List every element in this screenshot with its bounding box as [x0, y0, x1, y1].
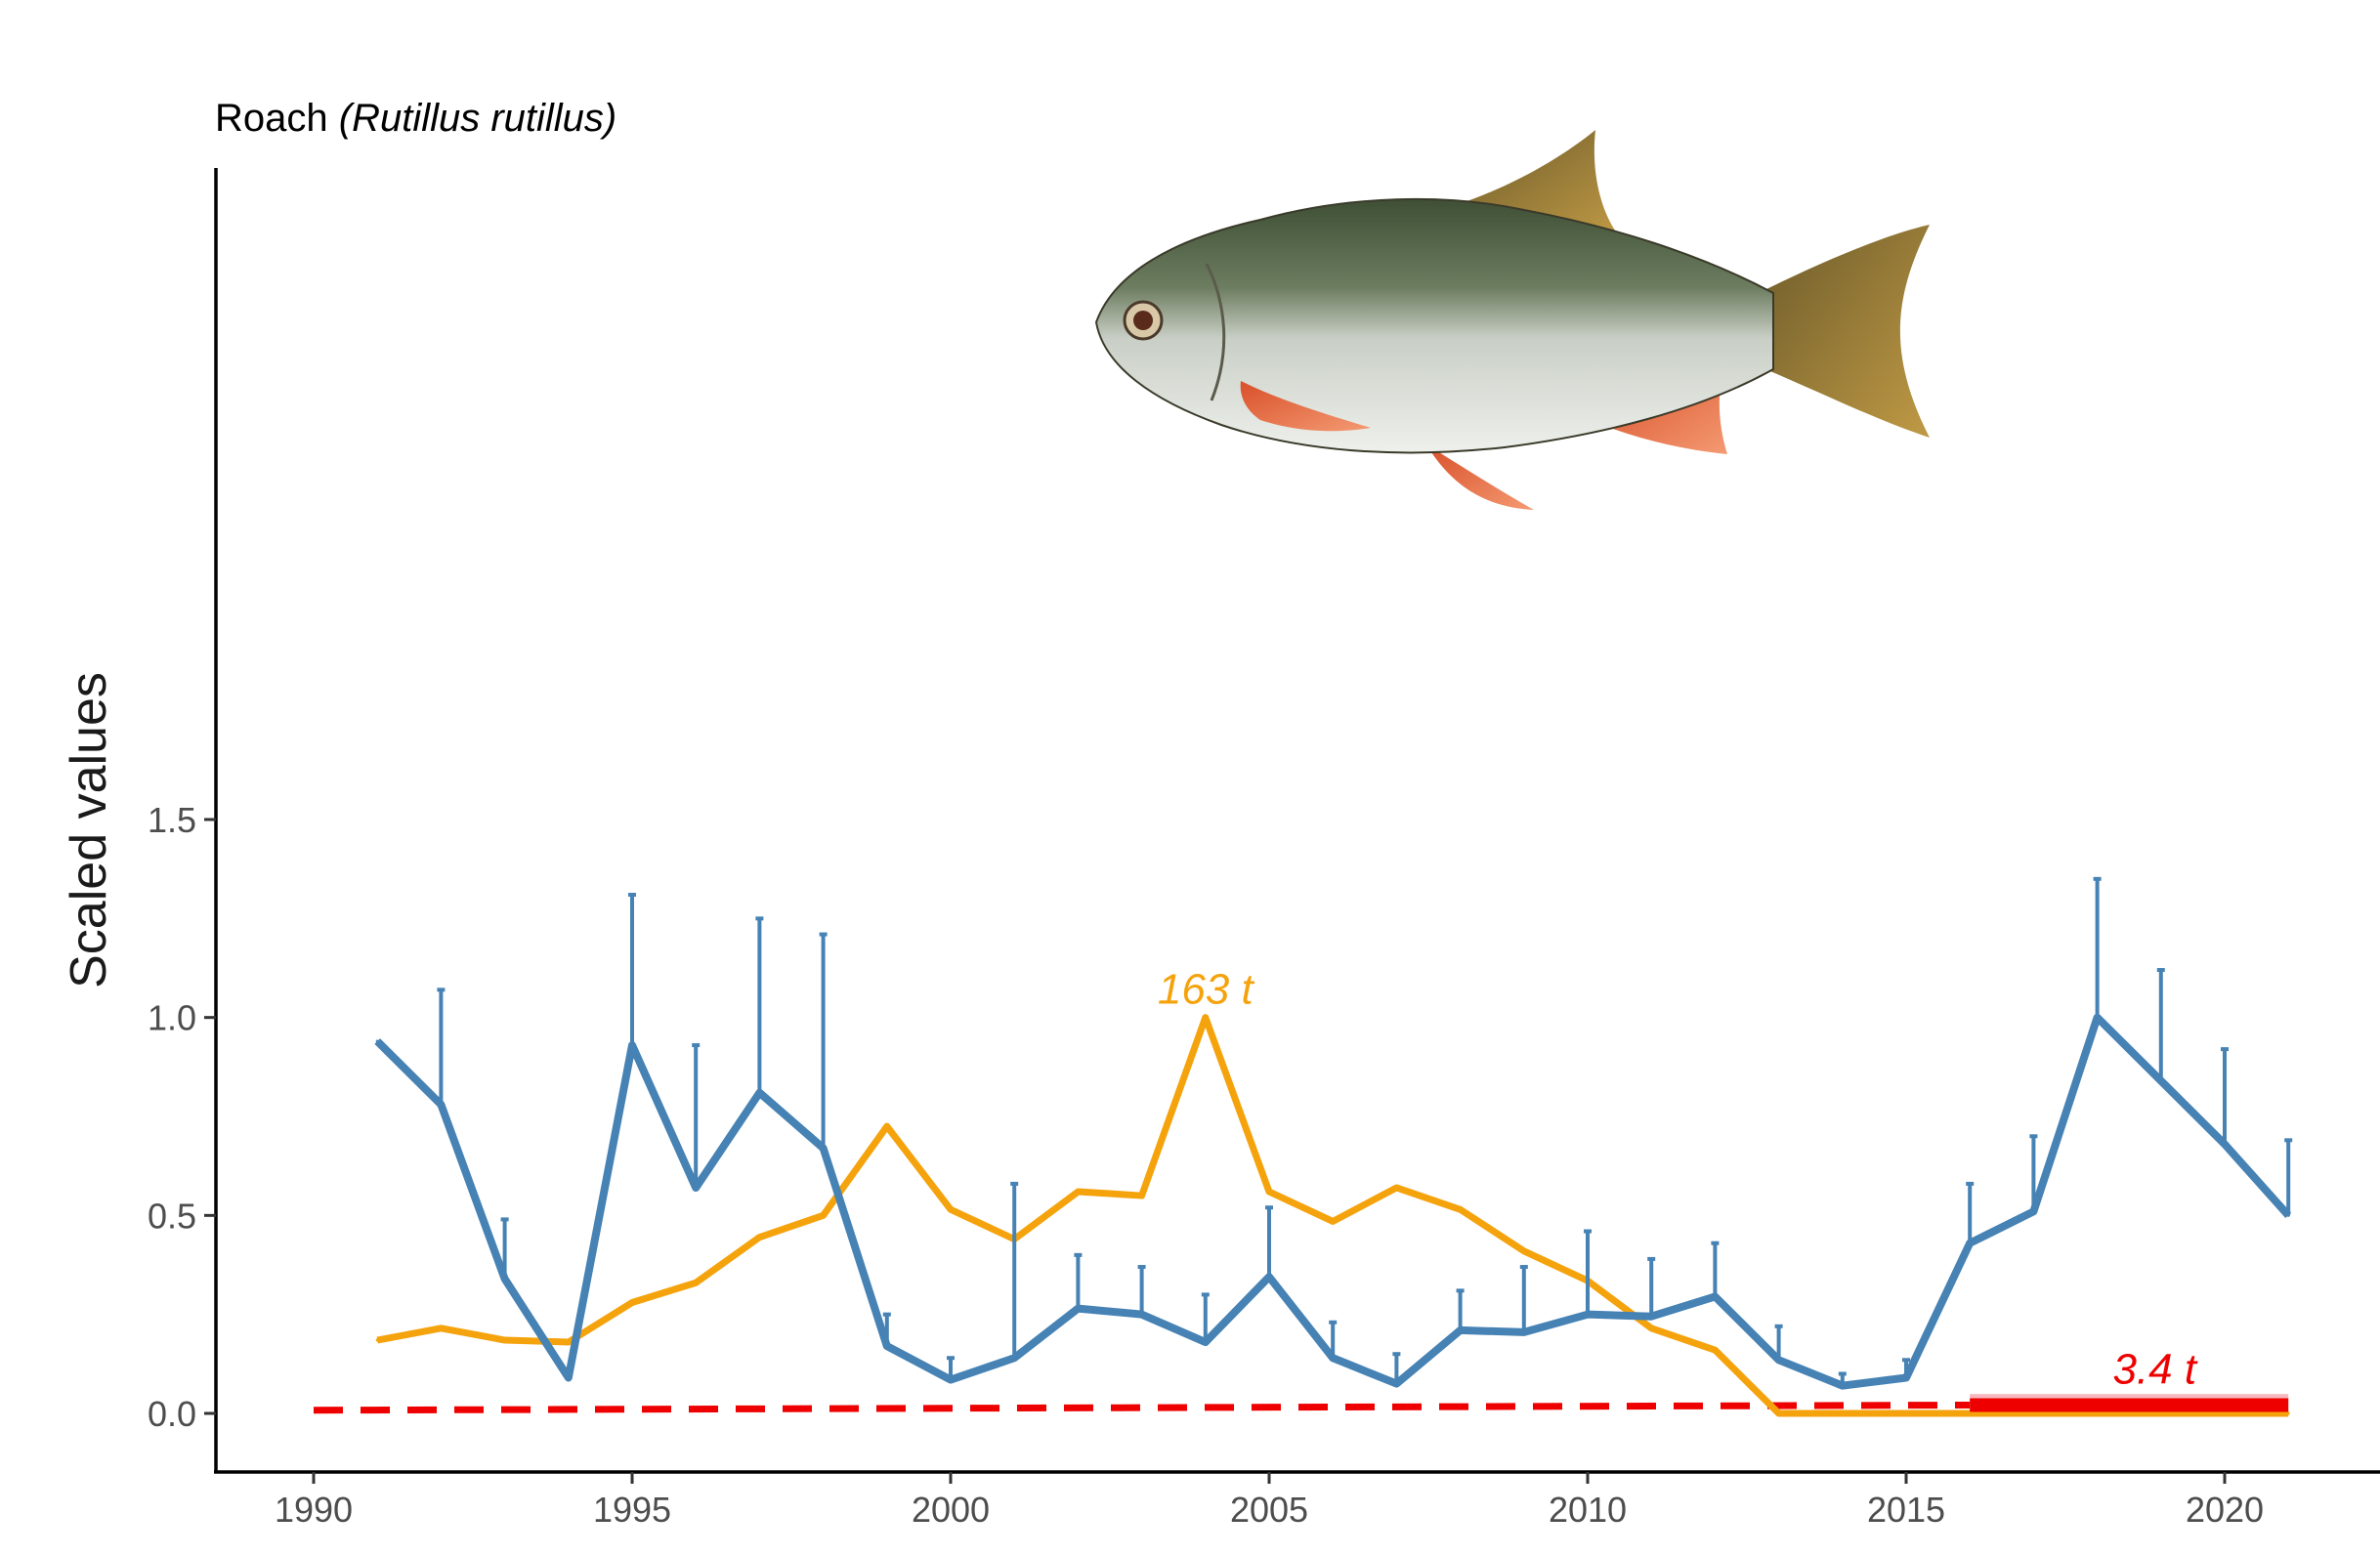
survey-point	[2159, 1079, 2163, 1083]
landings-point	[2031, 1411, 2035, 1415]
landings-point	[375, 1338, 379, 1342]
survey-point	[1777, 1358, 1781, 1362]
survey-point	[567, 1376, 571, 1380]
fish-body	[1094, 197, 1774, 454]
landings-point	[822, 1213, 826, 1217]
x-tick-label: 2010	[1549, 1490, 1627, 1530]
survey-point	[2286, 1213, 2290, 1217]
survey-point	[1904, 1376, 1908, 1380]
survey-point	[757, 1091, 761, 1095]
landings-point	[757, 1236, 761, 1240]
x-tick-label: 2000	[912, 1490, 990, 1530]
landings-point	[1841, 1411, 1845, 1415]
landings-point	[1777, 1411, 1781, 1415]
survey-point	[1459, 1328, 1463, 1332]
fish-pectoral-fin	[1240, 381, 1371, 432]
landings-point	[1076, 1190, 1080, 1194]
survey-point	[1394, 1382, 1398, 1386]
landings-point	[1267, 1190, 1271, 1194]
survey-point	[2223, 1142, 2227, 1146]
landings-point	[1522, 1249, 1526, 1253]
survey-point	[949, 1378, 953, 1382]
y-axis-title: Scaled values	[61, 672, 117, 988]
landings-point	[1394, 1186, 1398, 1190]
landings-point	[694, 1281, 698, 1284]
survey-point	[1841, 1384, 1845, 1388]
survey-point	[503, 1277, 507, 1281]
survey-point	[1204, 1340, 1208, 1344]
survey-point	[439, 1103, 443, 1107]
annotation-label: 3.4 t	[2112, 1346, 2197, 1394]
survey-point	[375, 1039, 379, 1043]
landings-point	[1968, 1411, 1972, 1415]
survey-point	[1713, 1294, 1717, 1298]
fish-pupil	[1133, 311, 1153, 330]
x-tick-label: 1995	[593, 1490, 671, 1530]
y-tick-label: 1.0	[148, 998, 196, 1038]
chart-title: Roach (Rutillus rutillus)	[215, 97, 616, 140]
survey-point	[2096, 1016, 2100, 1020]
reference-dashed-line	[313, 1401, 1971, 1414]
roach-fish-illustration	[1094, 130, 1930, 510]
survey-point	[885, 1344, 889, 1348]
landings-point	[503, 1338, 507, 1342]
landings-point	[2096, 1411, 2100, 1415]
survey-point	[1076, 1307, 1080, 1311]
x-tick-label: 2005	[1230, 1490, 1308, 1530]
fish-pelvic-fin	[1426, 444, 1534, 510]
landings-point	[1904, 1411, 1908, 1415]
landings-point	[949, 1207, 953, 1211]
landings-point	[567, 1340, 571, 1344]
fish-gill-line	[1205, 263, 1226, 401]
landings-point	[2286, 1411, 2290, 1415]
survey-point	[2031, 1209, 2035, 1213]
landings-point	[2159, 1411, 2163, 1415]
y-tick-label: 1.5	[148, 800, 196, 840]
survey-point	[822, 1146, 826, 1150]
survey-point	[694, 1186, 698, 1190]
landings-point	[1459, 1207, 1463, 1211]
landings-point	[1713, 1348, 1717, 1352]
survey-point	[630, 1043, 634, 1047]
landings-point	[1140, 1194, 1144, 1198]
survey-point	[1649, 1315, 1653, 1319]
survey-point	[1331, 1356, 1335, 1360]
survey-point	[1968, 1241, 1972, 1245]
axis-ticks: 1990 1995 2000 2005 2010 2015 2020 0.0 0.5 1.0 1.5	[148, 800, 2264, 1530]
survey-point	[1267, 1275, 1271, 1279]
x-tick-label: 2020	[2186, 1490, 2264, 1530]
landings-point	[885, 1124, 889, 1128]
plot-area: 163 t 3.4 t	[313, 876, 2293, 1417]
survey-point	[1140, 1313, 1144, 1317]
y-tick-label: 0.0	[148, 1394, 196, 1434]
survey-point	[1012, 1356, 1016, 1360]
landings-point	[1204, 1016, 1208, 1020]
survey-point	[1522, 1330, 1526, 1334]
landings-point	[630, 1301, 634, 1305]
x-tick-label: 1990	[275, 1490, 353, 1530]
landings-point	[1331, 1219, 1335, 1223]
x-tick-label: 2015	[1867, 1490, 1945, 1530]
y-tick-label: 0.5	[148, 1196, 196, 1236]
chart-title-common-name: Roach	[215, 97, 339, 140]
chart-title-species: (Rutillus rutillus)	[339, 97, 617, 140]
landings-point	[439, 1326, 443, 1330]
fish-tail-fin	[1759, 225, 1930, 438]
survey-point	[1586, 1313, 1590, 1317]
landings-point	[1649, 1326, 1653, 1330]
annotation-label: 163 t	[1158, 965, 1255, 1013]
landings-point	[2223, 1411, 2227, 1415]
